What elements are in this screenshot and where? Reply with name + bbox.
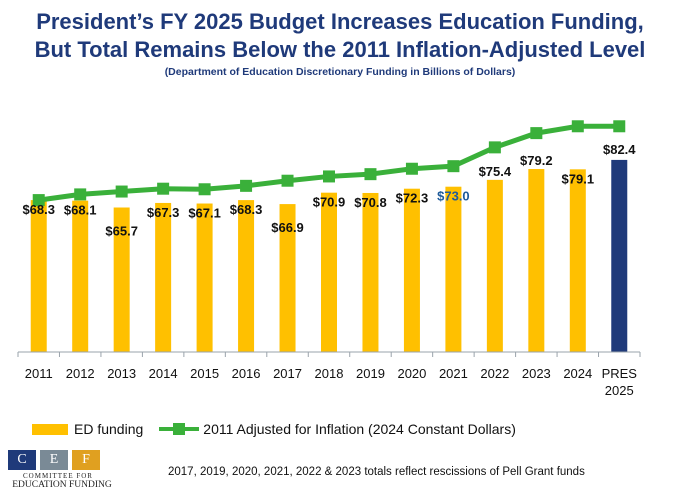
x-tick-label-4: 2015 (190, 366, 219, 381)
bar-2014 (155, 202, 172, 352)
line-marker-2 (115, 185, 128, 198)
data-label-8: $70.8 (354, 195, 387, 210)
data-label-14: $82.4 (603, 142, 636, 157)
x-tick-label-0: 2011 (25, 366, 53, 381)
bar-2023 (528, 169, 545, 352)
data-label-1: $68.1 (64, 203, 97, 218)
line-marker-12 (530, 127, 543, 140)
x-tick-label-14: PRES (602, 366, 638, 381)
data-label-12: $79.2 (520, 153, 553, 168)
line-marker-3 (157, 182, 170, 195)
chart-title: President’s FY 2025 Budget Increases Edu… (0, 8, 680, 64)
line-marker-0 (32, 194, 45, 207)
x-tick-label-13: 2024 (563, 366, 592, 381)
x-tick-label-3: 2014 (149, 366, 178, 381)
data-label-3: $67.3 (147, 205, 180, 220)
chart-subtitle: (Department of Education Discretionary F… (164, 66, 516, 78)
line-marker-10 (447, 160, 460, 173)
x-tick-label-2: 2013 (107, 366, 136, 381)
x-tick-label-10: 2021 (439, 366, 468, 381)
line-marker-11 (488, 141, 501, 154)
data-label-9: $72.3 (396, 191, 429, 206)
data-label-6: $66.9 (271, 220, 304, 235)
chart-svg: $68.3 $68.1 $65.7 $67.3 $67.1 $68.3 $66.9 $70.9… (17, 120, 641, 398)
x-tick-label-9: 2020 (397, 366, 426, 381)
bar-2012 (72, 200, 89, 352)
logo-text-line2: EDUCATION FUNDING (12, 480, 112, 490)
logo-letters: C E F (8, 450, 130, 470)
bar-2019 (362, 192, 379, 352)
line-marker-5 (240, 179, 253, 192)
bar-2017 (279, 204, 296, 352)
x-tick-label-6: 2017 (273, 366, 302, 381)
bar-2016 (238, 200, 255, 352)
legend-swatch-bar (32, 423, 68, 435)
line-marker-9 (405, 162, 418, 175)
data-label-11: $75.4 (479, 164, 512, 179)
line-marker-13 (571, 120, 584, 133)
footnote: 2017, 2019, 2020, 2021, 2022 & 2023 tota… (168, 466, 585, 478)
bar-2024 (569, 169, 586, 352)
bar-2022 (486, 179, 503, 352)
bar-2021 (445, 186, 462, 352)
bar-pres-2025 (611, 159, 628, 352)
logo-letter-c: C (8, 450, 36, 470)
bar-2013 (113, 207, 130, 352)
chart-legend: ED funding 2011 Adjusted for Inflation (… (32, 420, 516, 438)
legend-swatch-line (159, 420, 200, 438)
line-marker-6 (281, 174, 294, 187)
line-marker-4 (198, 183, 211, 196)
data-label-10: $73.0 (437, 189, 470, 204)
logo-letter-e: E (40, 450, 68, 470)
x-tick-label-5: 2016 (232, 366, 261, 381)
bar-2020 (403, 188, 420, 352)
bar-2011 (30, 200, 47, 352)
data-label-5: $68.3 (230, 202, 263, 217)
x-tick-label-1: 2012 (66, 366, 95, 381)
x-tick-label-7: 2018 (315, 366, 344, 381)
title-line-2: But Total Remains Below the 2011 Inflati… (34, 37, 646, 62)
cef-logo: C E F COMMITTEE FOR EDUCATION FUNDING (6, 450, 130, 498)
line-marker-14 (613, 120, 626, 133)
line-marker-7 (323, 170, 335, 183)
x-tick-label-8: 2019 (356, 366, 385, 381)
bar-2018 (321, 192, 337, 352)
data-label-2: $65.7 (105, 224, 138, 239)
x-tick-label-11: 2022 (480, 366, 509, 381)
data-label-0: $68.3 (22, 202, 55, 217)
bar-2015 (196, 203, 213, 352)
logo-text-line1: COMMITTEE FOR (23, 472, 93, 480)
legend-label-bar: ED funding (74, 421, 144, 437)
x-tick-label-12: 2023 (522, 366, 551, 381)
title-line-1: President’s FY 2025 Budget Increases Edu… (36, 9, 644, 34)
data-label-13: $79.1 (562, 171, 595, 186)
logo-letter-f: F (72, 450, 100, 470)
line-marker-8 (364, 168, 377, 181)
x-tick-label-14-b: 2025 (605, 383, 634, 398)
data-label-4: $67.1 (188, 206, 221, 221)
data-label-7: $70.9 (313, 195, 346, 210)
line-marker-1 (74, 188, 87, 201)
legend-label-line: 2011 Adjusted for Inflation (2024 Consta… (203, 421, 516, 437)
